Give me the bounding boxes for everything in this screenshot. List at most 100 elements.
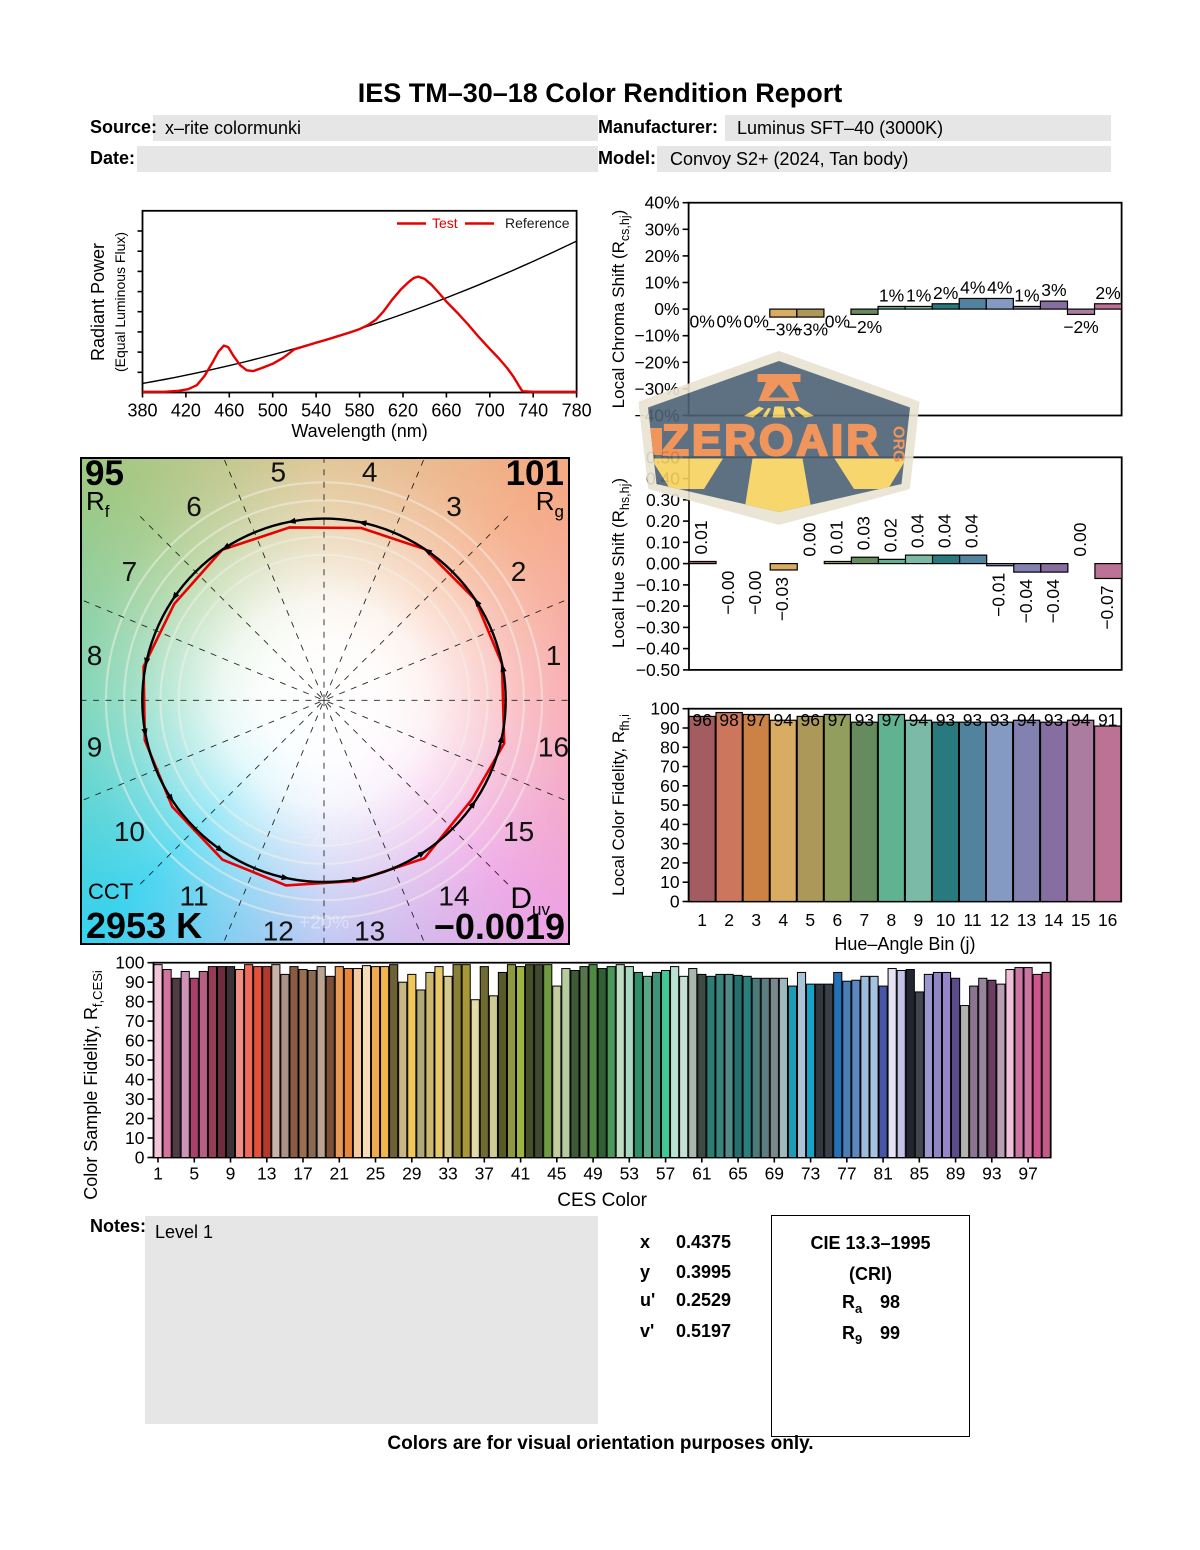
svg-text:Local Color Fidelity, Rfh,i: Local Color Fidelity, Rfh,i [609,714,632,896]
svg-text:80: 80 [660,737,680,757]
svg-text:10%: 10% [645,273,680,293]
svg-text:420: 420 [171,401,201,421]
svg-text:11: 11 [963,910,981,930]
svg-text:CES Color: CES Color [557,1190,647,1211]
svg-text:0.04: 0.04 [962,514,982,548]
svg-text:8: 8 [887,910,897,930]
svg-text:0.01: 0.01 [826,520,846,554]
svg-text:0.02: 0.02 [880,518,900,552]
svg-text:460: 460 [214,401,244,421]
svg-text:540: 540 [301,401,331,421]
svg-text:5: 5 [805,910,815,930]
svg-text:97: 97 [1018,1164,1037,1184]
svg-text:60: 60 [125,1031,145,1051]
svg-text:2%: 2% [933,283,958,303]
svg-text:81: 81 [873,1164,892,1184]
svg-text:−2%: −2% [1063,317,1099,337]
svg-text:−0.0019: −0.0019 [434,906,565,947]
svg-text:1: 1 [153,1164,163,1184]
svg-text:17: 17 [293,1164,312,1184]
svg-text:57: 57 [656,1164,675,1184]
svg-text:94: 94 [1017,710,1037,730]
svg-text:93: 93 [1044,710,1063,730]
svg-text:2953 K: 2953 K [86,905,202,946]
svg-text:4%: 4% [987,277,1012,297]
svg-text:25: 25 [366,1164,385,1184]
svg-text:80: 80 [125,992,145,1012]
svg-text:1%: 1% [906,285,931,305]
svg-text:97: 97 [882,710,901,730]
svg-text:90: 90 [125,972,145,992]
svg-text:40: 40 [125,1070,145,1090]
svg-text:89: 89 [946,1164,965,1184]
svg-text:90: 90 [660,718,680,738]
svg-text:20: 20 [660,853,680,873]
svg-text:−0.04: −0.04 [1016,579,1036,624]
svg-text:10: 10 [114,816,145,847]
svg-text:20: 20 [125,1109,145,1129]
svg-text:96: 96 [692,710,711,730]
svg-text:660: 660 [431,401,461,421]
svg-text:15: 15 [503,816,534,847]
svg-text:3%: 3% [1041,280,1066,300]
svg-text:6: 6 [832,910,842,930]
svg-text:50: 50 [660,795,680,815]
svg-text:7: 7 [122,556,138,587]
svg-text:40%: 40% [645,193,680,213]
svg-text:37: 37 [475,1164,494,1184]
svg-text:94: 94 [909,710,929,730]
svg-text:−0.07: −0.07 [1097,585,1117,629]
svg-text:0: 0 [135,1148,145,1168]
svg-text:ZEROAIR: ZEROAIR [662,416,881,465]
svg-text:93: 93 [936,710,955,730]
svg-text:−20%: −20% [299,827,349,849]
svg-text:33: 33 [438,1164,457,1184]
svg-text:780: 780 [562,401,592,421]
svg-text:1: 1 [697,910,707,930]
svg-text:13: 13 [257,1164,276,1184]
svg-text:Local Hue Shift (Rhs,hj): Local Hue Shift (Rhs,hj) [609,478,632,648]
svg-text:93: 93 [990,710,1009,730]
svg-text:−0.20: −0.20 [636,596,681,616]
svg-text:96: 96 [801,710,820,730]
svg-text:500: 500 [258,401,288,421]
svg-text:3: 3 [446,491,462,522]
svg-text:7: 7 [859,910,869,930]
svg-text:0.10: 0.10 [646,532,680,552]
svg-text:Rf: Rf [86,486,110,521]
svg-text:97: 97 [746,710,765,730]
svg-text:3: 3 [751,910,761,930]
svg-text:1%: 1% [1014,285,1039,305]
svg-text:380: 380 [127,401,157,421]
svg-text:−0.10: −0.10 [636,575,681,595]
svg-text:30%: 30% [645,219,680,239]
svg-text:0.01: 0.01 [691,520,711,554]
svg-text:100: 100 [650,699,679,719]
svg-text:580: 580 [345,401,375,421]
svg-text:77: 77 [837,1164,856,1184]
svg-text:2: 2 [724,910,734,930]
svg-text:0%: 0% [717,312,742,332]
svg-text:91: 91 [1098,710,1117,730]
svg-text:5: 5 [271,456,287,487]
svg-text:11: 11 [179,880,208,911]
svg-text:9: 9 [226,1164,236,1184]
svg-text:50: 50 [125,1050,145,1070]
svg-text:94: 94 [773,710,793,730]
svg-text:−0.03: −0.03 [772,577,792,621]
svg-text:−10%: −10% [634,326,679,346]
svg-text:0.03: 0.03 [853,516,873,550]
svg-text:85: 85 [910,1164,929,1184]
svg-text:53: 53 [620,1164,639,1184]
svg-text:29: 29 [402,1164,421,1184]
svg-text:13: 13 [1017,910,1036,930]
svg-text:101: 101 [506,454,564,493]
svg-text:41: 41 [511,1164,530,1184]
svg-text:1%: 1% [879,285,904,305]
svg-text:16: 16 [1098,910,1117,930]
svg-text:4%: 4% [960,277,985,297]
svg-text:10: 10 [660,872,680,892]
svg-text:−0.00: −0.00 [718,570,738,615]
svg-text:−2%: −2% [847,317,883,337]
svg-text:ORG: ORG [890,426,907,462]
